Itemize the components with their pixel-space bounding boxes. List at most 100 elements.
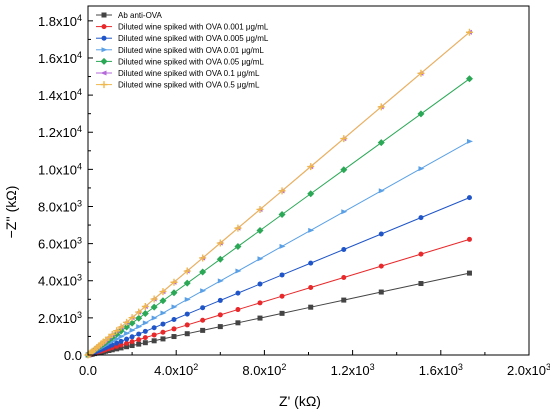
data-point [279, 310, 285, 316]
data-point [417, 110, 425, 118]
y-tick-label: 2.0x103 [38, 310, 82, 326]
legend-swatch-marker [101, 12, 107, 18]
data-point [378, 263, 384, 269]
data-point [129, 327, 136, 333]
data-point [151, 332, 157, 338]
data-point [117, 327, 125, 335]
data-point [114, 340, 120, 346]
data-point [340, 166, 348, 174]
data-point [256, 226, 264, 234]
data-point [341, 246, 347, 252]
legend-label: Ab anti-OVA [118, 11, 163, 20]
legend-swatch-marker [101, 47, 108, 53]
data-point [217, 278, 224, 284]
data-point [142, 340, 148, 346]
y-tick-label: 4.0x103 [38, 273, 82, 289]
legend-label: Diluted wine spiked with OVA 0.001 μg/mL [118, 23, 269, 32]
data-point [217, 324, 223, 330]
legend-label: Diluted wine spiked with OVA 0.01 μg/mL [118, 46, 264, 55]
data-point [150, 303, 158, 311]
data-point [183, 267, 191, 275]
data-point [118, 342, 124, 348]
legend-label: Diluted wine spiked with OVA 0.1 μg/mL [118, 69, 260, 78]
legend-item: Diluted wine spiked with OVA 0.001 μg/mL [96, 23, 269, 32]
data-point [183, 279, 191, 287]
data-point [466, 236, 472, 242]
data-point [307, 190, 315, 198]
data-point [257, 315, 263, 321]
data-point [136, 341, 142, 347]
data-point [307, 163, 315, 171]
data-point [114, 346, 120, 352]
data-point [235, 307, 241, 313]
data-point [160, 310, 167, 316]
series-7 [84, 28, 473, 359]
x-tick-label: 1.6x103 [419, 362, 463, 378]
data-point [117, 323, 125, 331]
legend-swatch-marker [101, 24, 107, 30]
data-point [150, 295, 158, 303]
legend-item: Diluted wine spiked with OVA 0.005 μg/mL [96, 34, 269, 43]
data-point [200, 327, 206, 333]
legend-swatch-marker [101, 35, 107, 41]
x-tick-label: 1.2x103 [331, 362, 375, 378]
data-point [128, 314, 136, 322]
data-point [257, 256, 264, 262]
data-point [151, 325, 157, 331]
data-point [199, 254, 207, 262]
data-point [378, 188, 385, 194]
data-point [234, 224, 242, 232]
data-point [418, 251, 424, 257]
data-point [129, 343, 135, 349]
data-point [170, 289, 178, 297]
data-point [377, 103, 385, 111]
data-point [378, 289, 384, 295]
data-point [418, 166, 425, 172]
data-point [256, 205, 264, 213]
data-point [308, 304, 314, 310]
data-point [235, 290, 241, 296]
data-point [341, 209, 348, 215]
data-point [160, 329, 166, 335]
data-point [235, 268, 242, 274]
data-point [216, 239, 224, 247]
legend-swatch-marker [100, 57, 108, 65]
y-tick-label: 1.0x104 [38, 161, 82, 177]
data-point [466, 270, 472, 276]
data-point [417, 69, 425, 77]
data-point [171, 326, 177, 332]
data-point [128, 319, 136, 327]
data-point [308, 285, 314, 291]
data-point [151, 338, 157, 344]
series-4 [85, 138, 473, 358]
data-point [308, 227, 315, 233]
data-point [118, 345, 124, 351]
x-tick-label: 0.0 [79, 363, 97, 378]
data-point [136, 324, 143, 330]
series-2 [85, 236, 472, 358]
data-point [199, 268, 207, 276]
data-point [159, 297, 167, 305]
x-axis-title: Z' (kΩ) [279, 393, 321, 409]
data-point [184, 331, 190, 337]
data-point [200, 317, 206, 323]
legend-label: Diluted wine spiked with OVA 0.005 μg/mL [118, 34, 269, 43]
legend-swatch-marker [100, 81, 108, 89]
data-point [418, 215, 424, 221]
data-point [184, 296, 191, 302]
data-point [129, 339, 135, 345]
data-point [114, 336, 121, 342]
data-point [113, 327, 121, 335]
data-point [184, 322, 190, 328]
series-5 [84, 75, 473, 359]
data-point [136, 331, 142, 337]
data-point [135, 314, 143, 322]
data-point [142, 335, 148, 341]
y-tick-label: 0.0 [64, 348, 82, 363]
x-tick-label: 2.0x103 [507, 362, 550, 378]
data-point [200, 305, 206, 311]
data-point [141, 302, 149, 310]
axes: 0.0 4.0x102 8.0x102 1.2x103 1.6x103 2.0x103 0.… [38, 5, 550, 378]
data-point [123, 318, 131, 326]
legend-item: Diluted wine spiked with OVA 0.1 μg/mL [96, 69, 260, 78]
